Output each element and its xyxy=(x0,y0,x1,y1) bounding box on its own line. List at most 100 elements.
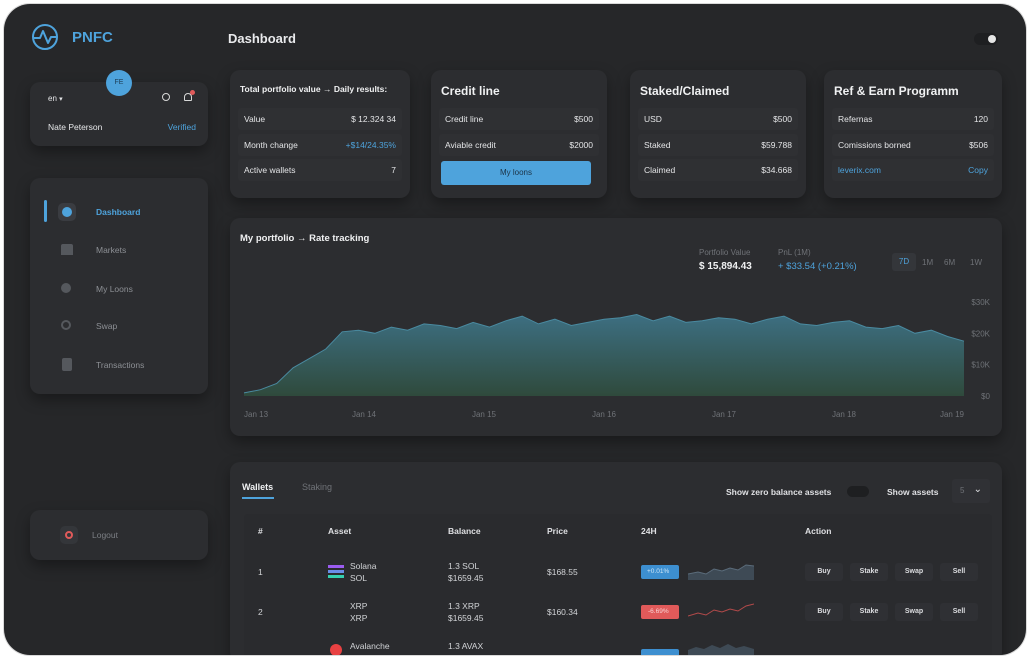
column-header-num[interactable]: # xyxy=(258,526,263,536)
portfolio-row: Month change +$14/24.35% xyxy=(238,134,402,156)
ref-earn-card: Ref & Earn Programm Refernas 120 Comissio… xyxy=(824,70,1002,198)
portfolio-value-label: Portfolio Value xyxy=(699,248,751,257)
portfolio-row: Value $ 12.324 34 xyxy=(238,108,402,130)
language-select[interactable]: en ▾ xyxy=(48,94,63,103)
logout-button[interactable]: Logout xyxy=(30,510,208,560)
sidebar-item-label: My Loons xyxy=(96,284,133,294)
range-tab-1m[interactable]: 1M xyxy=(922,258,934,267)
row-value: $500 xyxy=(574,114,593,124)
row-value: $506 xyxy=(969,140,988,150)
row-label: Aviable credit xyxy=(445,140,496,150)
x-tick-label: Jan 19 xyxy=(940,410,965,419)
x-tick-label: Jan 14 xyxy=(352,410,377,419)
row-label: USD xyxy=(644,114,662,124)
column-header-price[interactable]: Price xyxy=(547,526,568,536)
asset-name: Solana xyxy=(350,561,377,571)
avatar[interactable]: FE xyxy=(106,70,132,96)
portfolio-card: Total portfolio value → Daily results: V… xyxy=(230,70,410,198)
ref-link[interactable]: leverix.com xyxy=(838,165,881,175)
row-label: Comissions borned xyxy=(838,140,911,150)
range-tab-7d[interactable]: 7D xyxy=(892,253,916,271)
row-label: Active wallets xyxy=(244,165,296,175)
ref-row: Comissions borned $506 xyxy=(832,134,994,156)
balance: 1.3 AVAX xyxy=(448,641,484,651)
range-tab-6m[interactable]: 6M xyxy=(944,258,956,267)
row-label: Credit line xyxy=(445,114,484,124)
sidebar-item-swap[interactable]: Swap xyxy=(30,311,208,341)
row-value: 120 xyxy=(973,114,988,124)
swap-icon xyxy=(58,317,76,335)
page-title: Dashboard xyxy=(228,31,296,46)
sidebar-item-transactions[interactable]: Transactions xyxy=(30,350,208,380)
staked-row: Staked $59.788 xyxy=(638,134,798,156)
notification-dot xyxy=(190,90,195,95)
balance: 1.3 XRP xyxy=(448,601,480,611)
credit-row: Aviable credit $2000 xyxy=(439,134,599,156)
verified-badge: Verified xyxy=(167,122,196,132)
row-value: $59.788 xyxy=(761,140,792,150)
sidebar-item-dashboard[interactable]: Dashboard xyxy=(30,197,208,227)
table-row: 1 Solana SOL 1.3 SOL $1659.45 $168.55 +0… xyxy=(244,554,992,590)
portfolio-value: $ 15,894.43 xyxy=(699,261,752,272)
buy-button[interactable]: Buy xyxy=(805,563,843,581)
chevron-down-icon: ⌄ xyxy=(973,484,982,495)
portfolio-series-line xyxy=(243,313,965,394)
change-badge xyxy=(641,649,679,655)
my-loons-button[interactable]: My loons xyxy=(441,161,591,185)
bell-icon[interactable] xyxy=(184,93,192,101)
moon-icon xyxy=(988,35,996,43)
range-tab-1w[interactable]: 1W xyxy=(970,258,982,267)
sparkline xyxy=(688,603,754,617)
tab-wallets[interactable]: Wallets xyxy=(242,482,274,492)
show-zero-label: Show zero balance assets xyxy=(726,487,832,497)
asset-name: XRP xyxy=(350,601,368,611)
row-label: Staked xyxy=(644,140,671,150)
swap-button[interactable]: Swap xyxy=(895,603,933,621)
show-zero-toggle[interactable] xyxy=(847,486,869,497)
tab-staking[interactable]: Staking xyxy=(302,482,333,492)
credit-row: Credit line $500 xyxy=(439,108,599,130)
row-label: Value xyxy=(244,114,266,124)
buy-button[interactable]: Buy xyxy=(805,603,843,621)
y-tick-label: $20K xyxy=(971,329,990,338)
user-name: Nate Peterson xyxy=(48,122,103,132)
app-window: PNFC Dashboard FE en ▾ Nate Peterson Ver… xyxy=(4,4,1026,655)
staked-row: Claimed $34.668 xyxy=(638,159,798,181)
balance-usd: $1659.45 xyxy=(448,613,484,623)
change-badge: +0.01% xyxy=(641,565,679,579)
show-assets-value: 5 xyxy=(960,486,965,495)
pie-chart-icon xyxy=(58,203,76,221)
change-value: +0.01% xyxy=(647,568,670,575)
logo[interactable]: PNFC xyxy=(30,22,140,54)
price: $168.55 xyxy=(547,567,578,577)
theme-toggle[interactable] xyxy=(974,33,998,45)
active-indicator xyxy=(44,200,47,222)
sidebar-item-markets[interactable]: Markets xyxy=(30,235,208,265)
sidebar-item-my-loons[interactable]: My Loons xyxy=(30,274,208,304)
logout-label: Logout xyxy=(92,530,118,540)
row-value: $ 12.324 34 xyxy=(351,114,396,124)
sell-button[interactable]: Sell xyxy=(940,603,978,621)
sidebar-item-label: Dashboard xyxy=(96,207,141,217)
sell-button[interactable]: Sell xyxy=(940,563,978,581)
show-assets-select[interactable]: 5 ⌄ xyxy=(952,479,990,503)
settings-icon[interactable] xyxy=(162,93,170,101)
language-value: en xyxy=(48,94,57,103)
copy-button[interactable]: Copy xyxy=(968,165,988,175)
stake-button[interactable]: Stake xyxy=(850,603,888,621)
sidebar-item-label: Markets xyxy=(96,245,127,255)
swap-button[interactable]: Swap xyxy=(895,563,933,581)
portfolio-row: Active wallets 7 xyxy=(238,159,402,181)
stake-button[interactable]: Stake xyxy=(850,563,888,581)
credit-card-title: Credit line xyxy=(441,84,500,98)
column-header-asset[interactable]: Asset xyxy=(328,526,352,536)
price: $160.34 xyxy=(547,607,578,617)
portfolio-area-fill xyxy=(244,314,964,396)
column-header-balance[interactable]: Balance xyxy=(448,526,481,536)
column-header-24h[interactable]: 24H xyxy=(641,526,657,536)
portfolio-area-chart: Jan 13 Jan 14 Jan 15 Jan 16 Jan 17 Jan 18 Jan … xyxy=(243,298,991,419)
x-tick-label: Jan 13 xyxy=(244,410,269,419)
sidebar-item-label: Transactions xyxy=(96,360,145,370)
sparkline xyxy=(688,564,754,580)
row-label: Refernas xyxy=(838,114,873,124)
